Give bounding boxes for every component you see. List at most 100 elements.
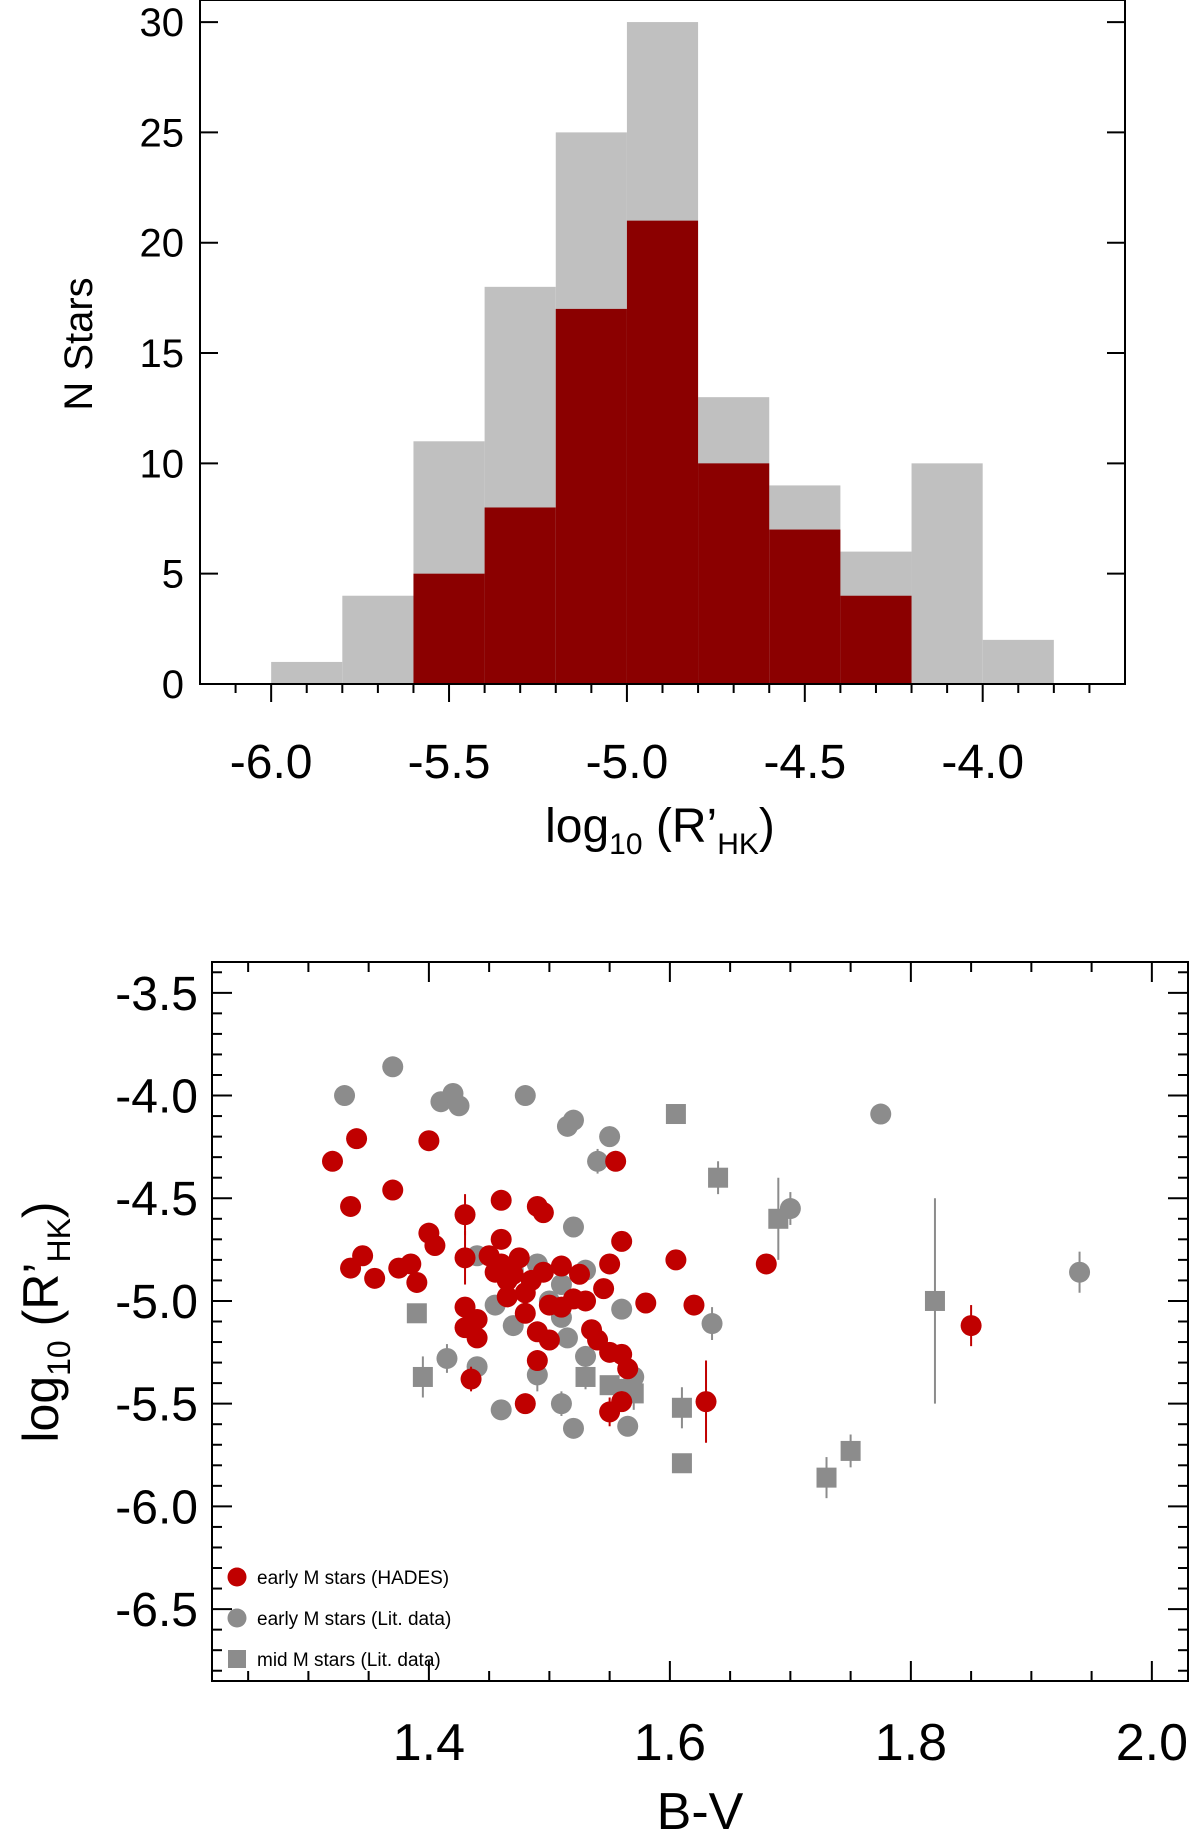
data-point-circle — [466, 1308, 488, 1330]
data-point-circle — [562, 1417, 584, 1439]
data-point-circle — [550, 1255, 572, 1277]
data-point-circle — [526, 1350, 548, 1372]
scatter-y-tick-label: -6.5 — [115, 1584, 198, 1637]
data-point-circle — [340, 1195, 362, 1217]
histogram-panel: -6.0 -5.5 -5.0 -4.5 -4.0 0 5 10 15 20 25 30 N Star… — [57, 0, 1126, 861]
scatter-legend: early M stars (HADES) early M stars (Lit.… — [227, 1567, 451, 1671]
data-point-circle — [617, 1358, 639, 1380]
data-point-circle — [514, 1085, 536, 1107]
histogram-x-tick-label: -5.0 — [586, 736, 669, 789]
data-point-circle — [448, 1095, 470, 1117]
data-point-circle — [562, 1109, 584, 1131]
data-point-circle — [599, 1253, 621, 1275]
data-point-circle — [611, 1230, 633, 1252]
scatter-y-tick-labels: -3.5 -4.0 -4.5 -5.0 -5.5 -6.0 -6.5 — [115, 968, 198, 1637]
data-point-circle — [665, 1249, 687, 1271]
scatter-x-tick-label: 1.8 — [875, 1714, 947, 1772]
data-point-circle — [508, 1247, 530, 1269]
data-point-square — [671, 1453, 692, 1474]
data-point-square — [665, 1104, 686, 1125]
scatter-y-label-sub: 10 — [41, 1340, 77, 1376]
data-point-circle — [575, 1290, 597, 1312]
data-point-circle — [382, 1179, 404, 1201]
histogram-x-tick-label: -5.5 — [408, 736, 491, 789]
scatter-ticks — [212, 962, 1188, 1681]
scatter-y-tick-label: -4.5 — [115, 1173, 198, 1226]
data-point-circle — [683, 1294, 705, 1316]
legend-label: early M stars (HADES) — [257, 1568, 449, 1589]
histogram-x-tick-label: -4.0 — [941, 736, 1024, 789]
legend-marker-circle — [227, 1608, 247, 1628]
data-point-circle — [321, 1150, 343, 1172]
data-point-square — [412, 1366, 433, 1387]
data-point-circle — [454, 1204, 476, 1226]
data-point-circle — [460, 1368, 482, 1390]
data-point-circle — [575, 1345, 597, 1367]
histogram-y-tick-label: 5 — [162, 553, 184, 597]
histogram-x-label-log: log — [545, 800, 609, 853]
data-point-circle — [550, 1393, 572, 1415]
legend-marker-circle — [227, 1567, 247, 1587]
data-point-circle — [496, 1286, 518, 1308]
data-point-circle — [562, 1216, 584, 1238]
histogram-x-label-hk: HK — [717, 828, 759, 861]
scatter-y-label-rhk: (R’ — [13, 1263, 69, 1341]
histogram-y-tick-label: 10 — [140, 442, 185, 486]
histogram-y-tick-label: 30 — [140, 1, 185, 45]
data-point-circle — [617, 1415, 639, 1437]
histogram-bar — [911, 463, 983, 684]
histogram-bar — [342, 595, 414, 684]
scatter-points — [321, 1056, 1091, 1499]
data-point-circle — [701, 1313, 723, 1335]
scatter-y-label-close: ) — [13, 1201, 69, 1218]
scatter-panel: 1.4 1.6 1.8 2.0 -3.5 -4.0 -4.5 -5.0 -5.5 -6.0 -6.… — [13, 961, 1189, 1829]
data-point-circle — [514, 1302, 536, 1324]
histogram-y-axis-label: N Stars — [57, 277, 101, 410]
data-point-circle — [466, 1327, 488, 1349]
histogram-x-axis-label: log10 (R’HK) — [545, 800, 775, 861]
data-point-square — [768, 1208, 789, 1229]
data-point-circle — [755, 1253, 777, 1275]
histogram-x-tick-labels: -6.0 -5.5 -5.0 -4.5 -4.0 — [230, 736, 1024, 789]
data-point-square — [599, 1375, 620, 1396]
histogram-plot-frame — [199, 0, 1126, 685]
data-point-circle — [960, 1315, 982, 1337]
data-point-square — [816, 1467, 837, 1488]
scatter-y-tick-label: -5.5 — [115, 1379, 198, 1432]
data-point-square — [406, 1303, 427, 1324]
data-point-circle — [593, 1278, 615, 1300]
scatter-y-tick-label: -4.0 — [115, 1071, 198, 1124]
data-point-circle — [532, 1261, 554, 1283]
data-point-circle — [605, 1150, 627, 1172]
legend-label: mid M stars (Lit. data) — [257, 1650, 441, 1671]
histogram-x-label-sub: 10 — [609, 828, 642, 861]
legend-marker-square — [228, 1650, 246, 1668]
histogram-bars — [271, 22, 1054, 685]
histogram-y-tick-label: 0 — [162, 663, 184, 707]
data-point-circle — [490, 1189, 512, 1211]
data-point-circle — [352, 1245, 374, 1267]
data-point-circle — [364, 1267, 386, 1289]
histogram-bar — [840, 595, 912, 684]
data-point-circle — [587, 1150, 609, 1172]
data-point-circle — [400, 1253, 422, 1275]
histogram-x-label-close: ) — [759, 800, 775, 853]
data-point-circle — [424, 1234, 446, 1256]
data-point-circle — [569, 1263, 591, 1285]
data-point-square — [575, 1366, 596, 1387]
data-point-circle — [611, 1391, 633, 1413]
data-point-circle — [538, 1329, 560, 1351]
histogram-bar — [484, 507, 556, 684]
histogram-bar — [413, 573, 485, 684]
histogram-bar — [555, 308, 627, 684]
data-point-square — [924, 1290, 945, 1311]
data-point-circle — [635, 1292, 657, 1314]
data-point-circle — [418, 1130, 440, 1152]
data-point-circle — [490, 1228, 512, 1250]
scatter-x-tick-label: 2.0 — [1116, 1714, 1188, 1772]
histogram-y-tick-labels: 0 5 10 15 20 25 30 — [140, 1, 185, 707]
data-point-square — [840, 1440, 861, 1461]
scatter-plot-frame — [211, 961, 1189, 1682]
data-point-circle — [695, 1391, 717, 1413]
histogram-bar — [769, 529, 841, 684]
